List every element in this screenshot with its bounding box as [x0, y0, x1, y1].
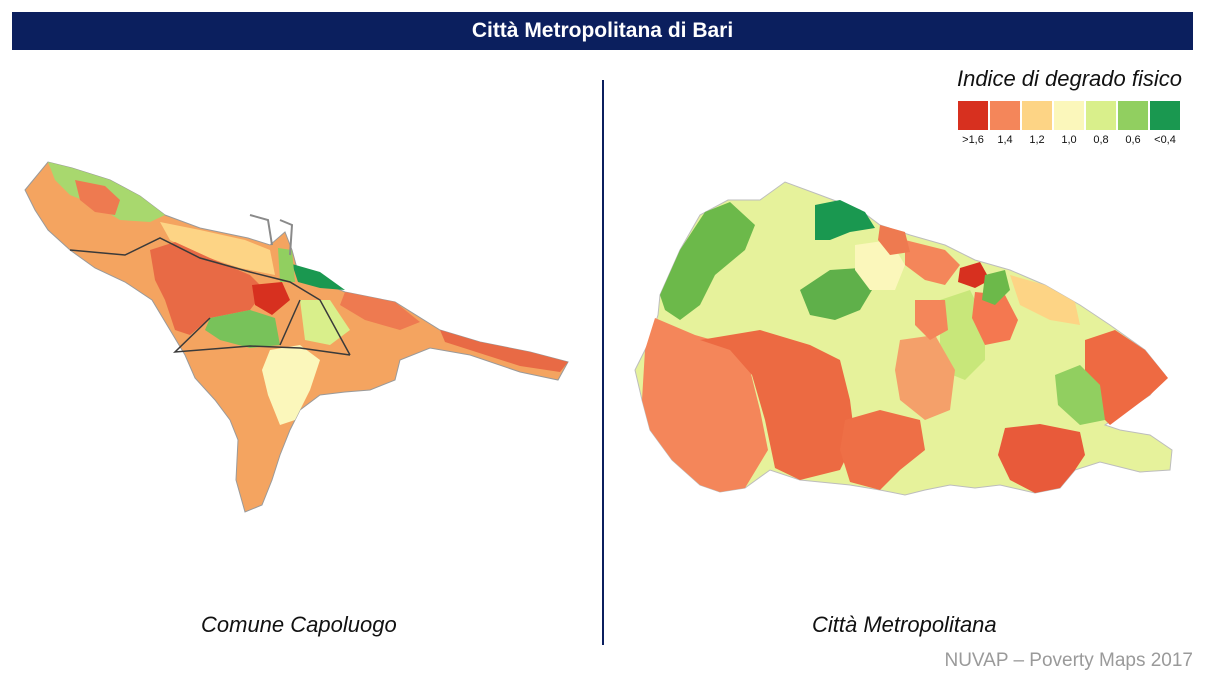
legend-item-06: 0,6 [1117, 101, 1149, 146]
metro-zone-bari-orange [905, 240, 960, 285]
legend-title: Indice di degrado fisico [956, 66, 1182, 91]
legend-swatch [958, 101, 988, 130]
legend-item-12: 1,2 [1021, 101, 1053, 146]
city-map-caption: Comune Capoluogo [201, 612, 397, 637]
legend: >1,6 1,4 1,2 1,0 0,8 0,6 <0,4 [957, 101, 1181, 146]
city-zone-center-lightgreen [300, 300, 350, 345]
city-zone-port-green [278, 248, 295, 282]
legend-item-lt04: <0,4 [1149, 101, 1181, 146]
metro-zone-southwest-orange [642, 318, 768, 492]
page-title: Città Metropolitana di Bari [12, 12, 1193, 50]
city-boundaries [69, 237, 351, 356]
metro-zone-bari-darkred [958, 262, 990, 288]
legend-item-gt16: >1,6 [957, 101, 989, 146]
metro-zone-bari-green [982, 270, 1010, 305]
panel-divider [602, 80, 604, 645]
legend-label: >1,6 [962, 134, 984, 146]
city-zone-center-darkred [252, 282, 290, 315]
city-zone-central-red [150, 242, 265, 335]
metro-zone-south-red [700, 330, 855, 480]
city-zone-center-green [205, 310, 280, 348]
metro-zone-interior-orange [915, 300, 948, 340]
legend-label: 1,2 [1029, 134, 1045, 146]
metro-map [634, 181, 1173, 496]
city-zone-northwest-orange [75, 180, 120, 215]
city-zone-center-yellow [262, 345, 320, 425]
legend-item-10: 1,0 [1053, 101, 1085, 146]
legend-item-14: 1,4 [989, 101, 1021, 146]
harbor-lines [249, 214, 294, 256]
metro-zone-southeast-red [998, 424, 1085, 493]
city-zone-east-orange [340, 292, 420, 330]
legend-label: 0,6 [1125, 134, 1141, 146]
legend-label: 0,8 [1093, 134, 1109, 146]
legend-swatch [1054, 101, 1084, 130]
metro-zone-west-green [660, 202, 755, 320]
metro-zone-north-orange [878, 225, 910, 255]
metro-map-caption: Città Metropolitana [812, 612, 997, 637]
city-map [24, 161, 569, 513]
metro-zone-south2-red [840, 410, 925, 490]
legend-label: 1,4 [997, 134, 1013, 146]
metro-zone-center-orange [895, 335, 955, 420]
city-outline [24, 161, 569, 513]
metro-zone-coast-orange [972, 292, 1018, 345]
metro-zone-coast-yellow [1010, 275, 1080, 325]
legend-swatch [990, 101, 1020, 130]
legend-swatch [1086, 101, 1116, 130]
footer-credit: NUVAP – Poverty Maps 2017 [944, 650, 1193, 671]
metro-zone-east-red [1085, 330, 1168, 425]
city-zone-west-yellow [160, 222, 275, 275]
legend-item-08: 0,8 [1085, 101, 1117, 146]
metro-zone-mid-green [800, 268, 875, 320]
legend-label: 1,0 [1061, 134, 1077, 146]
metro-zone-east-green [1055, 365, 1105, 425]
legend-swatch [1118, 101, 1148, 130]
city-zone-strip-dark [440, 330, 568, 372]
metro-zone-north-darkgreen [815, 200, 875, 240]
city-zone-port-darkgreen [292, 264, 345, 290]
legend-swatch [1150, 101, 1180, 130]
legend-label: <0,4 [1154, 134, 1176, 146]
legend-swatch [1022, 101, 1052, 130]
